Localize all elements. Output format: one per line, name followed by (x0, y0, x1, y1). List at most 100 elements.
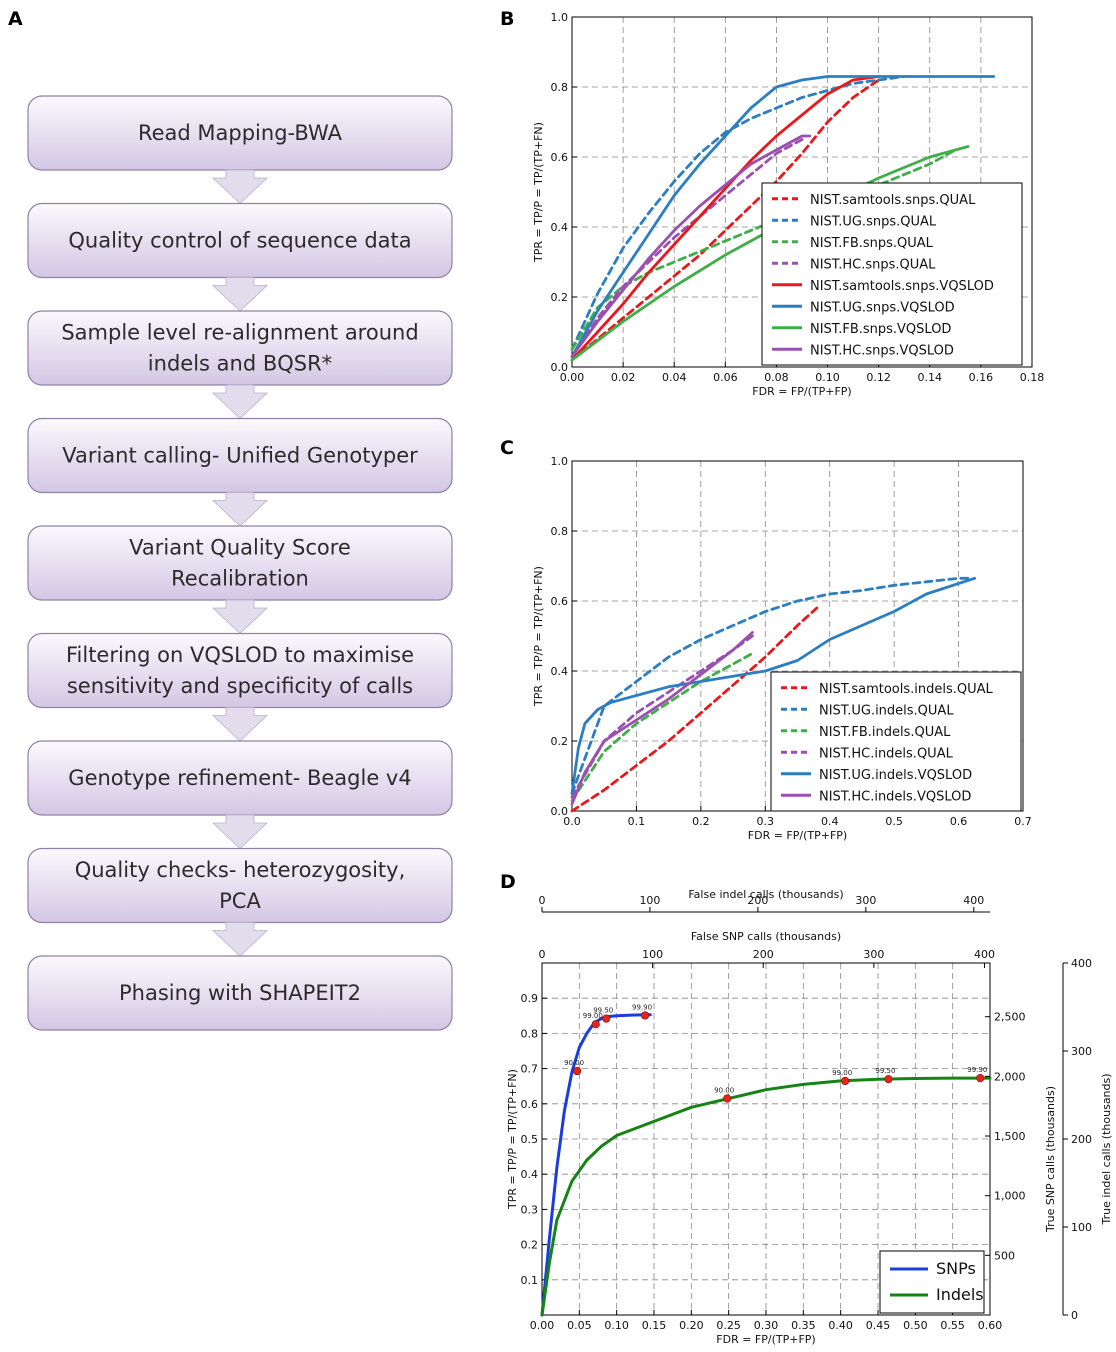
x-tick-label: 0.7 (1014, 815, 1032, 828)
series-line-NIST.UG.snps.VQSLOD (570, 75, 996, 358)
x-tick-label: 0.60 (978, 1319, 1003, 1332)
top-axis-indel-tick-label: 0 (539, 894, 546, 907)
x-tick-label: 0.2 (692, 815, 710, 828)
series-line-NIST.HC.snps.QUAL (570, 138, 804, 358)
right-axis-indel-tick-label: 100 (1071, 1221, 1092, 1234)
workflow-diagram: Read Mapping-BWA Quality control of seque… (27, 95, 453, 1031)
workflow-arrow (211, 169, 269, 205)
series-line-NIST.FB.indels.QUAL (570, 652, 754, 802)
legend-entry: NIST.samtools.indels.QUAL (819, 682, 994, 697)
plot-frame (571, 16, 1033, 368)
legend-entry: NIST.samtools.snps.QUAL (810, 193, 976, 208)
data-point-marker (640, 1011, 650, 1020)
y-tick-label: 0.0 (551, 805, 569, 818)
y-tick-label: 0.1 (521, 1274, 539, 1287)
top-axis-snp-tick-label: 0 (539, 948, 546, 961)
y-tick-label: 0.7 (521, 1063, 539, 1076)
chart-b-snps: 0.00 0.02 0.04 0.06 0.08 0.10 0.12 0.14 0.16 0.18… (532, 11, 1044, 398)
data-point-label: 99.90 (632, 1003, 652, 1011)
legend-entry: NIST.UG.snps.VQSLOD (810, 300, 955, 315)
x-tick-label: 0.0 (563, 815, 581, 828)
x-tick-label: 0.10 (604, 1319, 629, 1332)
x-tick-label: 0.14 (918, 371, 943, 384)
x-tick-label: 0.10 (815, 371, 840, 384)
workflow-arrow (211, 814, 269, 850)
y-axis-label: TPR = TP/P = TP/(TP+FN) (506, 1069, 519, 1210)
series-line-NIST.UG.snps.QUAL (570, 75, 906, 351)
data-point-marker (841, 1076, 850, 1086)
x-tick-label: 0.3 (757, 815, 775, 828)
y-axis-label: TPR = TP/P = TP/(TP+FN) (532, 122, 545, 263)
x-tick-label: 0.02 (611, 371, 636, 384)
top-axis-indel-tick-label: 200 (747, 894, 768, 907)
x-axis-label: FDR = FP/(TP+FP) (748, 829, 847, 842)
workflow-arrow (211, 707, 269, 742)
panel-label-d: D (500, 871, 516, 893)
right-axis-snp-label: True SNP calls (thousands) (1044, 1086, 1057, 1233)
series-line-NIST.UG.indels.VQSLOD (570, 576, 977, 795)
data-point-label: 90.00 (714, 1087, 734, 1095)
workflow-arrow (211, 922, 269, 957)
workflow-arrow (211, 492, 269, 527)
x-tick-label: 0.6 (950, 815, 968, 828)
series-line-SNPs (540, 1013, 652, 1317)
workflow-step-text: Variant calling- Unified Genotyper (62, 444, 418, 468)
legend-entry: SNPs (936, 1259, 976, 1278)
y-axis-label: TPR = TP/P = TP/(TP+FN) (532, 566, 545, 707)
top-axis-indel-tick-label: 100 (639, 894, 660, 907)
y-tick-label: 0.4 (551, 221, 569, 234)
y-tick-label: 0.4 (521, 1168, 539, 1181)
x-tick-label: 0.1 (628, 815, 646, 828)
y-tick-label: 0.6 (521, 1098, 539, 1111)
top-axis-indel-label: False indel calls (thousands) (688, 888, 843, 901)
workflow-step-text: Read Mapping-BWA (138, 121, 343, 145)
data-point-marker (591, 1020, 600, 1029)
y-tick-label: 0.2 (551, 291, 569, 304)
legend-entry: NIST.FB.indels.QUAL (819, 725, 951, 740)
right-axis-snp-tick-label: 1,500 (994, 1130, 1026, 1143)
legend-entry: NIST.FB.snps.VQSLOD (810, 322, 951, 337)
workflow-step-text: Quality checks- heterozygosity, (75, 858, 406, 882)
right-axis-indel-tick-label: 300 (1071, 1045, 1092, 1058)
legend-entry: NIST.HC.snps.QUAL (810, 257, 936, 272)
series-line-NIST.samtools.snps.QUAL (570, 78, 881, 362)
data-point-label: 99.50 (875, 1067, 895, 1075)
data-point-marker (602, 1014, 611, 1023)
series-line-NIST.samtools.indels.QUAL (570, 606, 819, 813)
x-tick-label: 0.12 (866, 371, 891, 384)
top-axis-snp-label: False SNP calls (thousands) (691, 930, 841, 943)
x-tick-label: 0.00 (530, 1319, 555, 1332)
x-tick-label: 0.00 (560, 371, 585, 384)
legend-box (879, 1250, 985, 1314)
x-tick-label: 0.5 (885, 815, 903, 828)
workflow-step-box (27, 955, 453, 1031)
right-axis-indel-tick-label: 200 (1071, 1133, 1092, 1146)
workflow-step-text: Genotype refinement- Beagle v4 (68, 766, 411, 790)
workflow-step-text: Variant Quality Score (129, 536, 351, 560)
workflow-step-text: Phasing with SHAPEIT2 (119, 981, 361, 1005)
x-tick-label: 0.05 (567, 1319, 592, 1332)
series-line-NIST.HC.indels.QUAL (570, 634, 754, 799)
series-line-NIST.FB.snps.QUAL (570, 148, 957, 351)
legend-entry: NIST.HC.indels.VQSLOD (819, 789, 971, 804)
y-tick-label: 0.2 (551, 735, 569, 748)
x-tick-label: 0.25 (716, 1319, 741, 1332)
x-tick-label: 0.55 (940, 1319, 965, 1332)
series-line-NIST.HC.snps.VQSLOD (570, 134, 812, 358)
legend-entry: NIST.UG.indels.QUAL (819, 703, 954, 718)
y-tick-label: 0.8 (521, 1027, 539, 1040)
legend-entry: NIST.HC.snps.VQSLOD (810, 343, 954, 358)
top-axis-indel-tick-label: 300 (855, 894, 876, 907)
y-tick-label: 0.4 (551, 665, 569, 678)
legend-entry: NIST.UG.snps.QUAL (810, 214, 937, 229)
legend-entry: NIST.samtools.snps.VQSLOD (810, 279, 994, 294)
workflow-arrow (211, 277, 269, 312)
workflow-step-text: Sample level re-alignment around (61, 321, 418, 345)
data-point-marker (572, 1066, 582, 1076)
workflow-arrow (211, 384, 269, 420)
legend-entry: NIST.UG.indels.VQSLOD (819, 768, 972, 783)
top-axis-snp-tick-label: 400 (974, 948, 995, 961)
legend-box (761, 182, 1023, 366)
y-tick-label: 0.8 (551, 81, 569, 94)
